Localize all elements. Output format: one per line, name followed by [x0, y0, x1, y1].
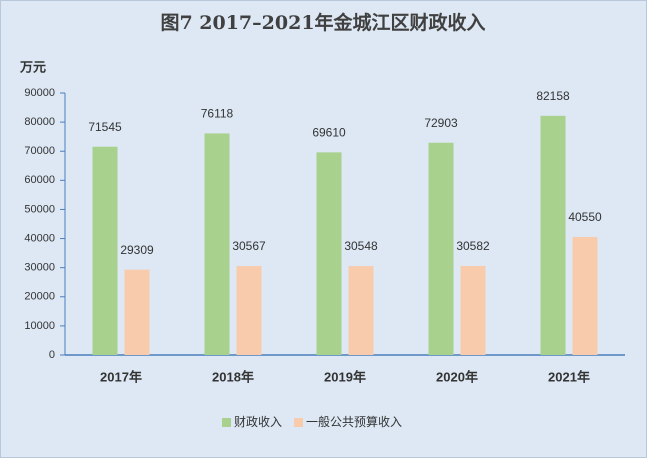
y-tick-label: 70000 [24, 145, 55, 157]
legend-swatch [222, 418, 231, 427]
value-label: 72903 [424, 116, 458, 130]
y-tick-label: 40000 [24, 232, 55, 244]
x-tick-label: 2018年 [212, 369, 254, 384]
value-label: 40550 [568, 210, 602, 224]
x-tick-label: 2021年 [548, 369, 590, 384]
x-tick-label: 2017年 [100, 369, 142, 384]
value-label: 30582 [456, 239, 490, 253]
value-label: 82158 [536, 89, 570, 103]
bar [348, 266, 374, 355]
y-tick-label: 50000 [24, 203, 55, 215]
y-tick-label: 30000 [24, 262, 55, 274]
chart-title: 图7 2017–2021年金城江区财政收入 [160, 11, 485, 34]
value-label: 30548 [344, 239, 378, 253]
bar [572, 236, 598, 355]
y-tick-label: 10000 [24, 320, 55, 332]
value-label: 71545 [88, 120, 122, 134]
y-axis-label: 万元 [19, 59, 46, 74]
legend-label: 财政收入 [234, 415, 282, 429]
value-label: 29309 [120, 243, 154, 257]
y-tick-label: 90000 [24, 87, 55, 99]
bar [460, 265, 486, 355]
bar [124, 269, 150, 355]
bar [428, 142, 454, 355]
y-tick-label: 0 [49, 349, 55, 361]
bar [92, 146, 118, 355]
bar [316, 152, 342, 355]
value-label: 30567 [232, 239, 266, 253]
value-label: 69610 [312, 126, 346, 140]
y-tick-label: 60000 [24, 174, 55, 186]
bar [236, 266, 262, 355]
value-label: 76118 [201, 107, 234, 121]
bar [540, 115, 566, 355]
y-tick-label: 80000 [24, 116, 55, 128]
legend-label: 一般公共预算收入 [306, 414, 402, 429]
x-tick-label: 2020年 [436, 369, 478, 384]
bar [204, 133, 230, 355]
x-tick-label: 2019年 [324, 369, 366, 384]
y-tick-label: 20000 [24, 291, 55, 303]
legend-swatch [294, 418, 304, 427]
